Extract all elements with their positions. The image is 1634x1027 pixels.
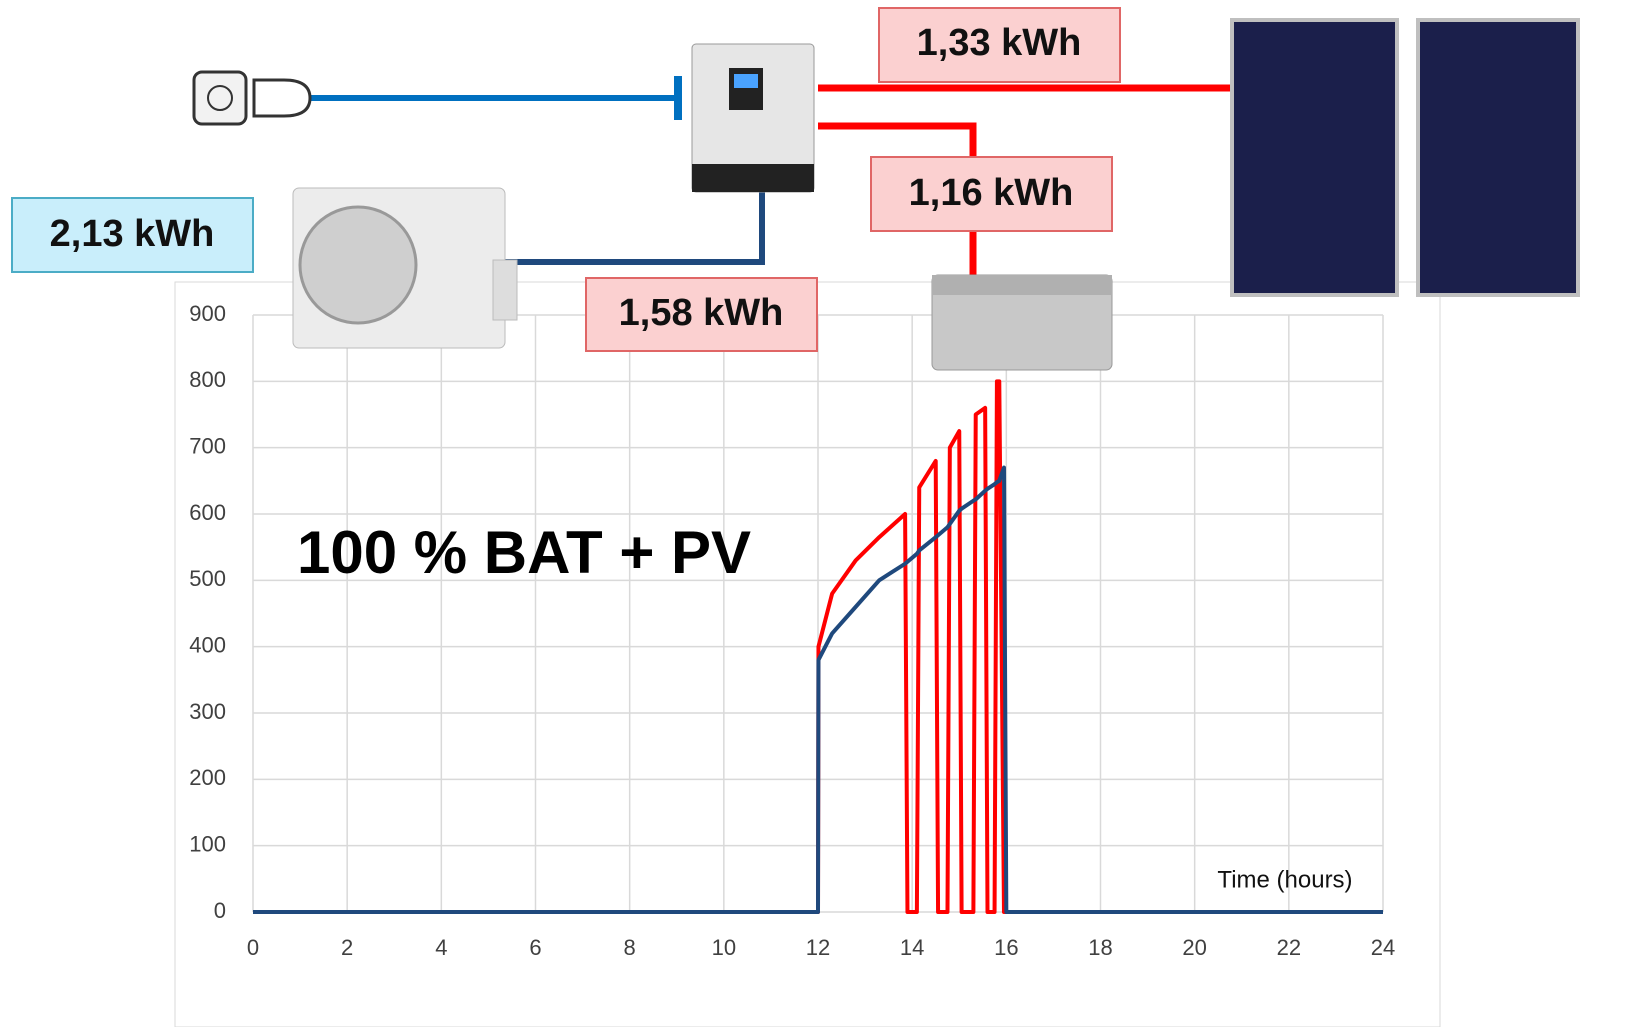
energy-box: [878, 7, 1121, 83]
y-tick-label: 700: [189, 433, 226, 458]
energy-box: [11, 197, 254, 273]
y-tick-label: 400: [189, 632, 226, 657]
inverter-base: [692, 164, 814, 192]
ac-fan: [298, 205, 418, 325]
x-tick-label: 14: [900, 935, 924, 960]
battery-lid: [932, 275, 1112, 295]
x-tick-label: 0: [247, 935, 259, 960]
annotation: 100 % BAT + PV: [297, 519, 751, 586]
solar-panel: [1230, 18, 1399, 297]
y-tick-label: 900: [189, 301, 226, 326]
energy-label: 1,33 kWh: [917, 22, 1082, 64]
y-tick-label: 600: [189, 500, 226, 525]
plot-frame: [174, 281, 1441, 1027]
y-tick-label: 100: [189, 831, 226, 856]
y-tick-label: 300: [189, 699, 226, 724]
x-tick-label: 18: [1088, 935, 1112, 960]
x-tick-label: 2: [341, 935, 353, 960]
diagram: 2,13 kWh 1,33 kWh 1,16 kWh 1,58 kWh: [11, 7, 1580, 371]
x-tick-label: 10: [712, 935, 736, 960]
energy-label: 1,16 kWh: [909, 172, 1074, 214]
x-tick-label: 24: [1371, 935, 1395, 960]
y-tick-label: 200: [189, 765, 226, 790]
energy-label: 2,13 kWh: [50, 213, 215, 255]
socket: [192, 70, 248, 126]
x-axis-label: Time (hours): [1217, 866, 1352, 893]
x-tick-label: 22: [1277, 935, 1301, 960]
socket-hole: [207, 85, 233, 111]
solar-panel: [1416, 18, 1580, 297]
x-tick-label: 8: [624, 935, 636, 960]
energy-box: [585, 277, 818, 352]
y-tick-label: 0: [214, 898, 226, 923]
inverter-screen: [734, 74, 758, 88]
x-tick-label: 6: [529, 935, 541, 960]
energy-label: 1,58 kWh: [619, 292, 784, 334]
series-line: [253, 379, 1383, 914]
x-tick-label: 12: [806, 935, 830, 960]
ac-valve: [492, 259, 518, 321]
y-tick-label: 800: [189, 367, 226, 392]
x-tick-label: 16: [994, 935, 1018, 960]
series-line: [253, 465, 1383, 914]
y-tick-label: 500: [189, 566, 226, 591]
x-tick-label: 20: [1182, 935, 1206, 960]
plug: [252, 78, 312, 118]
x-tick-label: 4: [435, 935, 447, 960]
load-wire: [494, 190, 765, 265]
energy-box: [870, 156, 1113, 232]
